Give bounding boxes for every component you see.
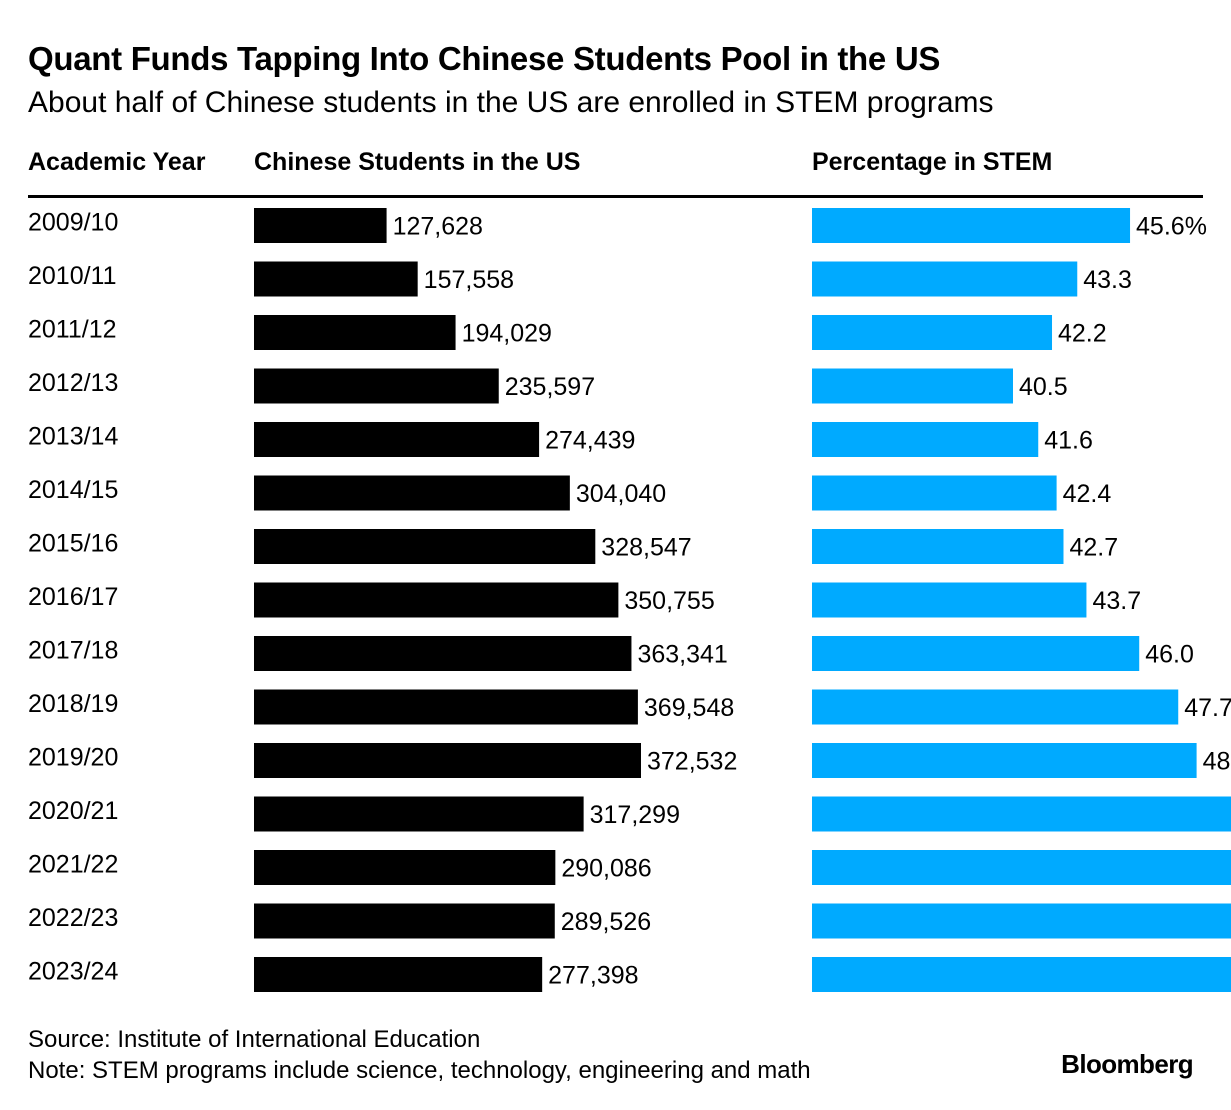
year-label: 2020/21: [28, 797, 118, 825]
students-value-label: 235,597: [505, 373, 595, 401]
students-value-label: 274,439: [545, 427, 635, 455]
stem-bar: [812, 261, 1078, 297]
students-value-label: 290,086: [561, 855, 651, 883]
stem-value-label: 46.0: [1145, 641, 1194, 669]
year-label: 2013/14: [28, 423, 118, 451]
students-value-label: 277,398: [548, 962, 638, 990]
students-value-label: 127,628: [393, 213, 483, 241]
students-value-label: 372,532: [647, 748, 737, 776]
stem-value-label: 43.3: [1083, 266, 1132, 294]
chart-title: Quant Funds Tapping Into Chinese Student…: [28, 40, 941, 77]
students-bar: [254, 903, 555, 939]
students-value-label: 304,040: [576, 480, 666, 508]
year-label: 2019/20: [28, 744, 118, 772]
students-bar: [254, 850, 556, 885]
students-bar: [254, 582, 619, 618]
students-value-label: 350,755: [624, 587, 714, 615]
column-header-year: Academic Year: [28, 148, 206, 176]
year-label: 2015/16: [28, 530, 118, 558]
students-bar: [254, 475, 570, 511]
year-label: 2017/18: [28, 637, 118, 665]
year-label: 2022/23: [28, 904, 118, 932]
students-bar: [254, 261, 418, 297]
stem-note: Note: STEM programs include science, tec…: [28, 1057, 811, 1084]
students-bar: [254, 315, 456, 350]
stem-bar: [812, 475, 1057, 511]
stem-value-label: 48.5: [1203, 748, 1231, 776]
year-label: 2012/13: [28, 369, 118, 397]
stem-bar: [812, 315, 1053, 350]
stem-value-label: 42.7: [1069, 534, 1118, 562]
students-value-label: 317,299: [590, 801, 680, 829]
year-label: 2009/10: [28, 209, 118, 237]
students-value-label: 289,526: [561, 908, 651, 936]
source-note: Source: Institute of International Educa…: [28, 1026, 481, 1053]
stem-bar: [812, 957, 1231, 992]
bloomberg-logo: Bloomberg: [1061, 1049, 1193, 1079]
chart-subtitle: About half of Chinese students in the US…: [28, 86, 994, 119]
stem-bar: [812, 689, 1179, 725]
students-value-label: 157,558: [424, 266, 514, 294]
header-divider: [28, 195, 1203, 198]
students-bar: [254, 689, 638, 725]
column-header-stem: Percentage in STEM: [812, 148, 1053, 176]
year-label: 2014/15: [28, 476, 118, 504]
stem-bar: [812, 903, 1231, 939]
stem-bar: [812, 529, 1064, 564]
stem-value-label: 45.6%: [1136, 213, 1207, 241]
stem-bar: [812, 368, 1013, 404]
stem-bar: [812, 636, 1140, 671]
students-bar: [254, 368, 499, 404]
stem-bar: [812, 422, 1039, 457]
stem-bar: [812, 743, 1197, 778]
students-bar: [254, 957, 543, 992]
students-value-label: 363,341: [637, 641, 727, 669]
students-bar: [254, 529, 596, 564]
students-bar: [254, 743, 641, 778]
stem-bar: [812, 582, 1087, 618]
stem-value-label: 43.7: [1092, 587, 1141, 615]
year-label: 2011/12: [28, 316, 117, 344]
year-label: 2023/24: [28, 958, 118, 986]
year-label: 2016/17: [28, 583, 118, 611]
stem-value-label: 47.7: [1184, 694, 1231, 722]
stem-bar: [812, 796, 1231, 832]
year-label: 2018/19: [28, 690, 118, 718]
students-value-label: 369,548: [644, 694, 734, 722]
year-label: 2021/22: [28, 851, 118, 879]
students-bar: [254, 422, 540, 457]
column-header-students: Chinese Students in the US: [254, 148, 581, 176]
stem-value-label: 41.6: [1044, 427, 1093, 455]
students-value-label: 328,547: [601, 534, 691, 562]
stem-value-label: 42.2: [1058, 320, 1107, 348]
stem-value-label: 42.4: [1063, 480, 1112, 508]
stem-value-label: 40.5: [1019, 373, 1068, 401]
students-bar: [254, 796, 584, 832]
stem-bar: [812, 208, 1131, 243]
stem-bar: [812, 850, 1231, 885]
students-bar: [254, 636, 632, 671]
students-bar: [254, 208, 387, 243]
students-value-label: 194,029: [462, 320, 552, 348]
year-label: 2010/11: [28, 262, 117, 290]
